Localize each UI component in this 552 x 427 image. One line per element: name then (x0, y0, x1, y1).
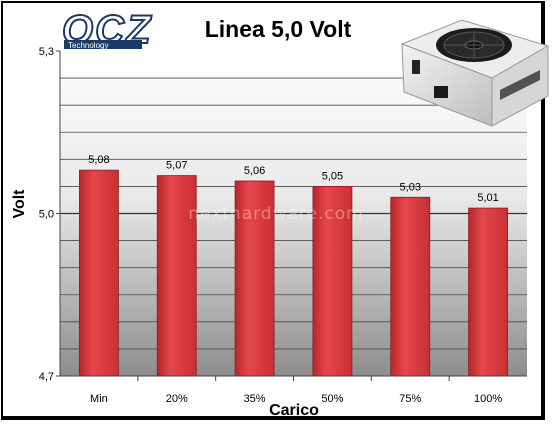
x-tick-label: 20% (166, 393, 188, 405)
y-tick-label: 4,7 (39, 371, 54, 383)
y-tick-label: 5,3 (39, 46, 54, 58)
bar (156, 175, 197, 377)
x-tick-label: 35% (244, 393, 266, 405)
chart-title: Linea 5,0 Volt (205, 16, 352, 42)
data-label: 5,05 (322, 170, 343, 182)
ocz-logo-tagline: Technology (68, 41, 108, 50)
data-label: 5,01 (477, 192, 498, 204)
watermark: nexthardware.com (188, 204, 363, 224)
x-tick-label: 50% (321, 393, 343, 405)
ocz-logo: OCZ Technology (61, 7, 151, 53)
bar (390, 196, 431, 377)
y-axis-title: Volt (11, 189, 28, 219)
x-tick-label: 100% (474, 393, 502, 405)
x-tick-label: 75% (399, 393, 421, 405)
power-supply-image (400, 19, 550, 127)
ocz-logo-tagline-bar (64, 40, 142, 49)
bar (312, 186, 353, 377)
y-tick-label: 5,0 (39, 209, 54, 221)
x-tick-label: Min (90, 393, 108, 405)
x-tick-labels: Min 20% 35% 50% 75% 100% (90, 376, 502, 405)
data-labels-group: 5,08 5,07 5,06 5,05 5,03 5,01 (88, 154, 499, 204)
y-tick-labels: 4,7 5,0 5,3 (39, 46, 60, 383)
data-label: 5,08 (88, 154, 109, 166)
data-label: 5,07 (166, 160, 187, 172)
bar (234, 180, 275, 377)
bars-group (79, 169, 508, 377)
data-label: 5,06 (244, 165, 265, 177)
x-axis-title: Carico (269, 402, 319, 419)
bar (468, 207, 508, 377)
bar (79, 169, 119, 377)
data-label: 5,03 (400, 181, 421, 193)
